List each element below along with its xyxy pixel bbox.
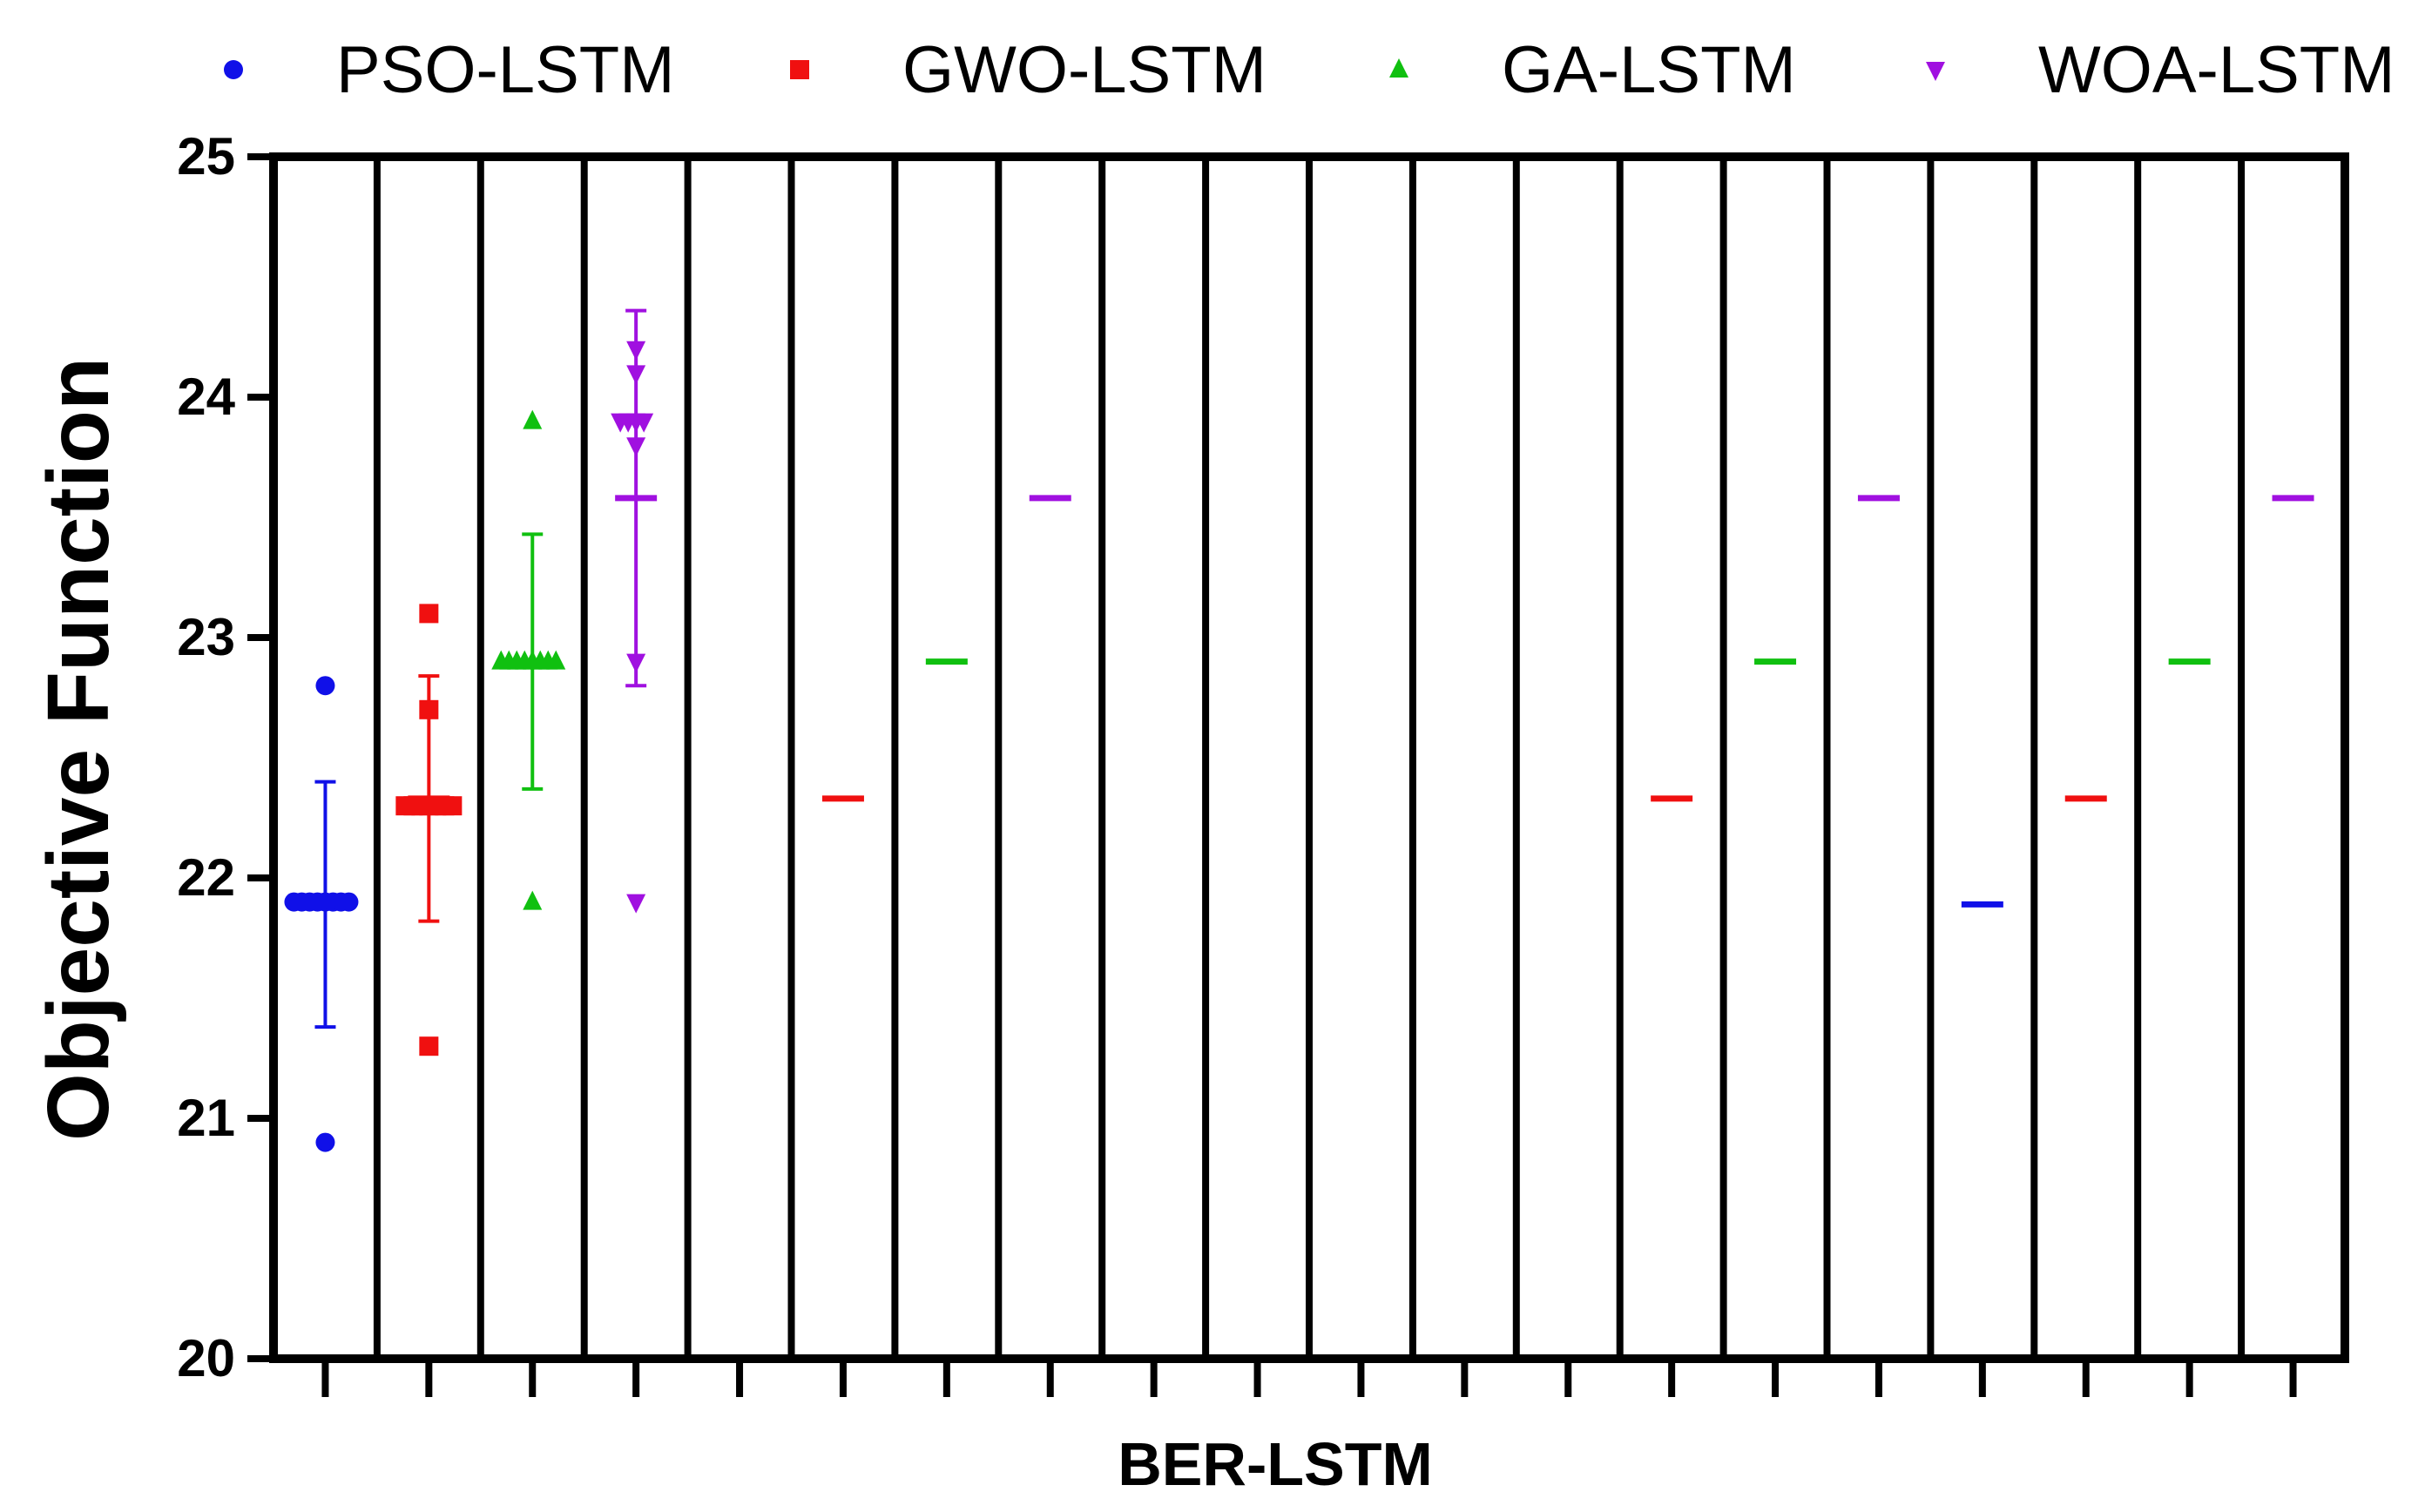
legend: PSO-LSTM GWO-LSTM GA-LSTM WOA-LSTM <box>224 33 2395 107</box>
data-point <box>626 653 646 673</box>
legend-label: GWO-LSTM <box>902 33 1267 107</box>
y-tick-label: 21 <box>177 1089 235 1147</box>
data-point <box>491 650 511 670</box>
data-point <box>626 365 646 385</box>
data-point <box>419 699 439 719</box>
legend-marker <box>1926 62 1945 81</box>
data-point <box>626 341 646 361</box>
legend-item: PSO-LSTM <box>224 33 675 107</box>
x-axis-label: BER-LSTM <box>1118 1430 1433 1498</box>
data-point <box>523 890 543 910</box>
data-point <box>626 437 646 457</box>
plot-frame <box>269 152 2349 1363</box>
legend-marker <box>790 60 809 79</box>
plot-marks <box>284 308 2314 1152</box>
data-point <box>284 892 304 912</box>
y-tick-label: 25 <box>177 127 235 186</box>
legend-label: WOA-LSTM <box>2038 33 2395 107</box>
y-axis: 20 21 22 23 24 25 <box>177 127 274 1387</box>
legend-label: PSO-LSTM <box>336 33 675 107</box>
legend-item: WOA-LSTM <box>1926 33 2395 107</box>
data-point <box>315 1132 335 1152</box>
data-point <box>315 676 335 696</box>
y-tick-label: 23 <box>177 608 235 666</box>
legend-item: GWO-LSTM <box>790 33 1267 107</box>
y-tick-label: 24 <box>177 368 235 426</box>
data-point <box>611 413 631 433</box>
legend-marker <box>1389 58 1408 78</box>
legend-marker <box>224 60 243 79</box>
y-tick-label: 20 <box>177 1329 235 1387</box>
legend-item: GA-LSTM <box>1389 33 1796 107</box>
legend-label: GA-LSTM <box>1502 33 1796 107</box>
data-point <box>523 409 543 429</box>
x-axis <box>321 1359 2297 1397</box>
y-axis-label: Objective Function <box>30 357 127 1141</box>
y-tick-label: 22 <box>177 848 235 907</box>
data-point <box>626 894 646 914</box>
data-point <box>419 604 439 624</box>
data-point <box>419 1036 439 1056</box>
data-point <box>634 413 654 433</box>
